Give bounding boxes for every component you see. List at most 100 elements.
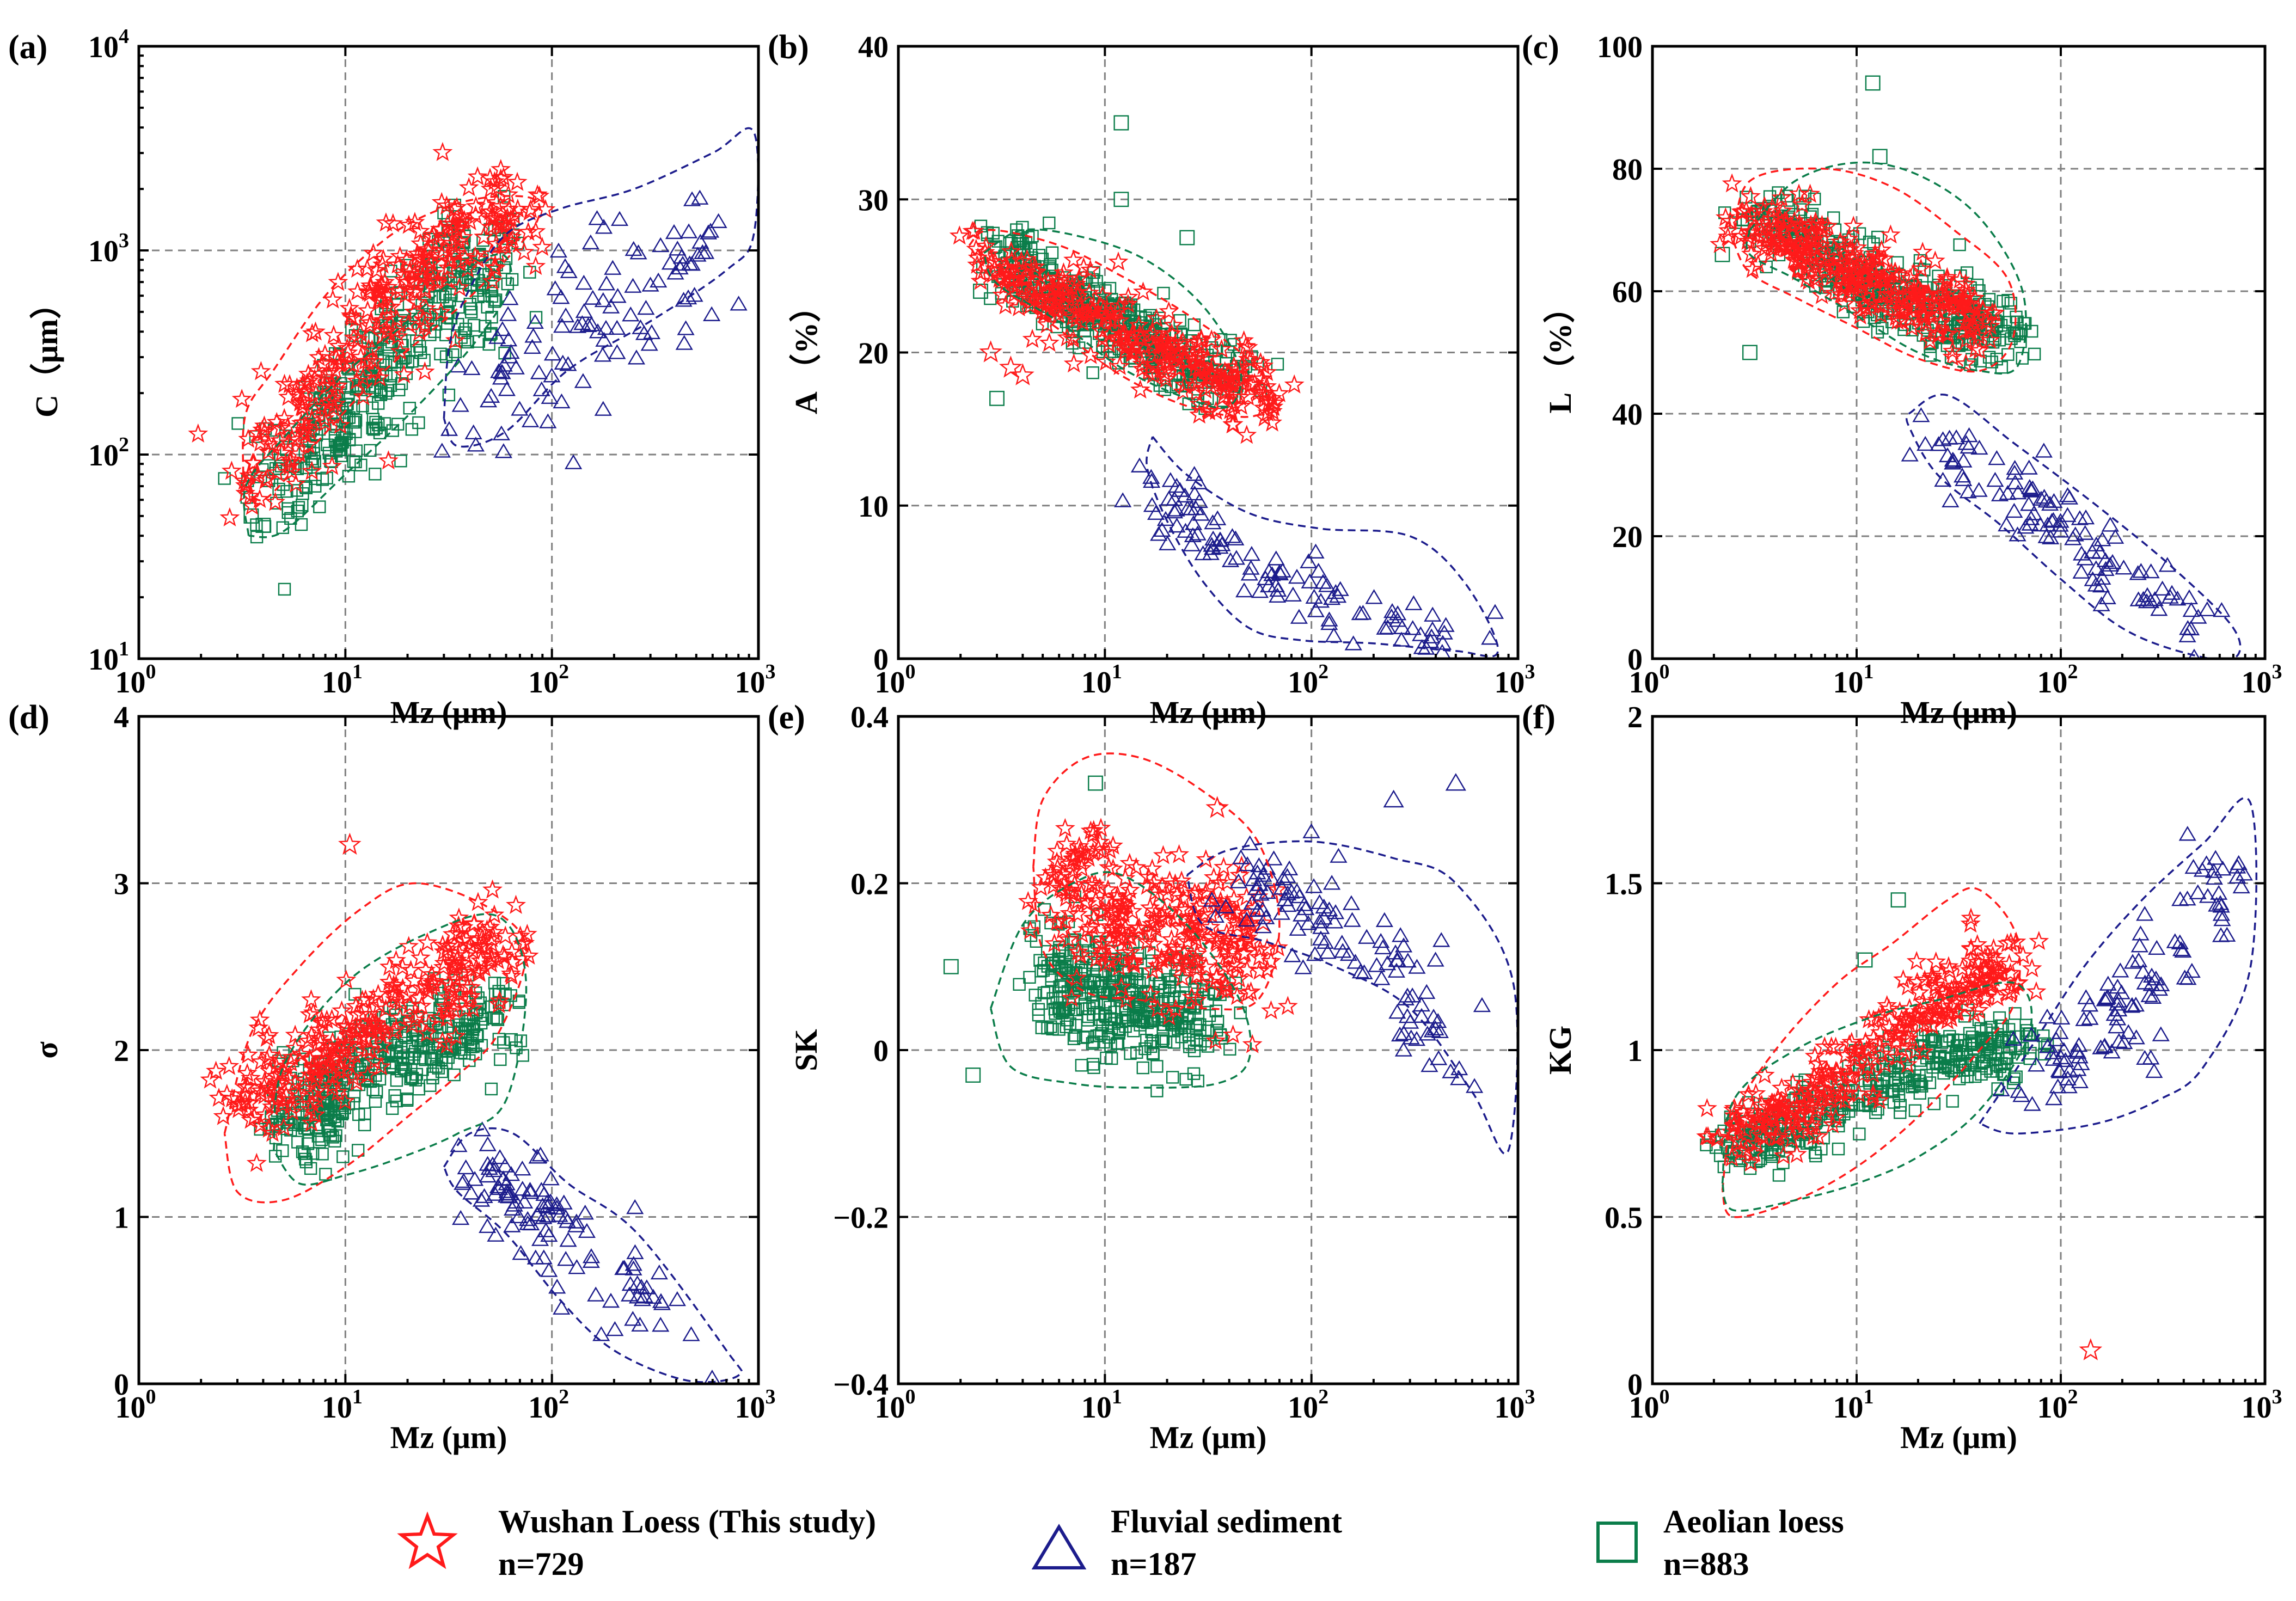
point-wushan [1899, 1028, 1919, 1047]
point-aeolian [1853, 1127, 1866, 1140]
point-wushan [332, 1000, 352, 1020]
point-fluvial [479, 1167, 497, 1183]
point-fluvial [593, 347, 612, 362]
point-fluvial [565, 454, 583, 469]
point-wushan [1786, 241, 1807, 261]
point-aeolian [386, 424, 400, 437]
point-fluvial [568, 1259, 586, 1274]
point-wushan [1947, 296, 1968, 315]
point-aeolian [1044, 1020, 1057, 1033]
point-wushan [1925, 250, 1945, 270]
point-fluvial [2035, 443, 2053, 458]
point-fluvial [1254, 918, 1272, 934]
point-wushan [1088, 838, 1109, 858]
point-fluvial [486, 1186, 504, 1201]
point-fluvial [1387, 962, 1405, 978]
point-wushan [1834, 236, 1854, 256]
point-wushan [1142, 960, 1163, 980]
point-wushan [443, 217, 463, 236]
point-aeolian [1953, 238, 1966, 252]
point-wushan [1789, 1121, 1810, 1140]
point-aeolian [278, 582, 291, 596]
point-wushan [1960, 913, 1981, 933]
point-wushan [467, 166, 488, 186]
point-wushan [325, 360, 346, 380]
point-aeolian [464, 302, 477, 315]
point-fluvial [1238, 911, 1256, 927]
point-wushan [291, 1044, 311, 1063]
point-fluvial [1232, 849, 1250, 864]
point-aeolian [1136, 1061, 1149, 1075]
point-aeolian [1095, 1027, 1108, 1040]
point-aeolian [1087, 1061, 1100, 1074]
point-wushan [501, 226, 522, 246]
point-wushan [1242, 1034, 1263, 1053]
point-fluvial [540, 1262, 558, 1277]
point-wushan [335, 1034, 356, 1054]
point-aeolian [455, 1025, 468, 1038]
point-fluvial [1229, 873, 1247, 888]
point-wushan [1060, 882, 1081, 901]
point-wushan [1087, 309, 1108, 329]
point-fluvial [626, 1244, 644, 1260]
point-fluvial [1251, 583, 1269, 598]
point-fluvial [1955, 452, 1973, 468]
point-fluvial [1988, 450, 2006, 465]
point-wushan [1155, 365, 1175, 385]
point-aeolian [1052, 1023, 1066, 1036]
point-wushan [1909, 982, 1930, 1002]
point-wushan [1806, 213, 1827, 233]
point-wushan [1070, 944, 1091, 965]
point-wushan [1147, 998, 1168, 1018]
point-wushan [298, 434, 319, 454]
point-wushan [490, 196, 511, 216]
point-aeolian [1857, 952, 1873, 968]
point-wushan [250, 1051, 271, 1071]
point-fluvial [2051, 517, 2069, 532]
point-wushan [431, 302, 451, 321]
point-fluvial [1240, 566, 1258, 581]
point-wushan [376, 998, 396, 1018]
point-wushan [1911, 258, 1931, 278]
point-wushan [1046, 851, 1067, 871]
plot-area [200, 832, 743, 1384]
point-wushan [1218, 959, 1239, 979]
point-wushan [1958, 304, 1979, 323]
point-wushan [418, 976, 438, 995]
point-aeolian [351, 1144, 365, 1157]
point-wushan [1913, 304, 1934, 323]
point-wushan [1130, 379, 1150, 399]
point-wushan [259, 1118, 279, 1138]
point-wushan [1241, 981, 1261, 1001]
point-fluvial [455, 1173, 473, 1188]
point-wushan [278, 432, 299, 452]
point-aeolian [311, 1130, 325, 1143]
point-aeolian [2001, 348, 2015, 361]
point-wushan [468, 248, 488, 268]
point-wushan [480, 208, 501, 228]
point-fluvial [1391, 1026, 1409, 1042]
point-wushan [1055, 818, 1075, 837]
point-wushan [486, 234, 507, 253]
point-fluvial [1319, 944, 1337, 959]
point-fluvial [1316, 934, 1334, 949]
point-wushan [335, 1090, 356, 1111]
point-fluvial [2129, 591, 2147, 606]
point-wushan [1209, 894, 1229, 914]
point-wushan [255, 1104, 275, 1124]
point-fluvial [2103, 554, 2122, 569]
point-wushan [282, 1047, 303, 1066]
point-wushan [411, 995, 432, 1015]
point-wushan [1748, 254, 1768, 273]
point-fluvial [665, 224, 683, 240]
point-aeolian [366, 421, 379, 435]
point-wushan [1750, 1125, 1771, 1144]
point-wushan [428, 1007, 449, 1027]
point-wushan [525, 221, 546, 241]
point-wushan [1129, 315, 1149, 334]
point-wushan [1980, 315, 2001, 335]
x-tick-label: 100 [875, 1385, 916, 1425]
envelope-aeolian-loess [273, 913, 528, 1186]
point-aeolian [497, 977, 510, 990]
point-wushan [1875, 1053, 1895, 1073]
